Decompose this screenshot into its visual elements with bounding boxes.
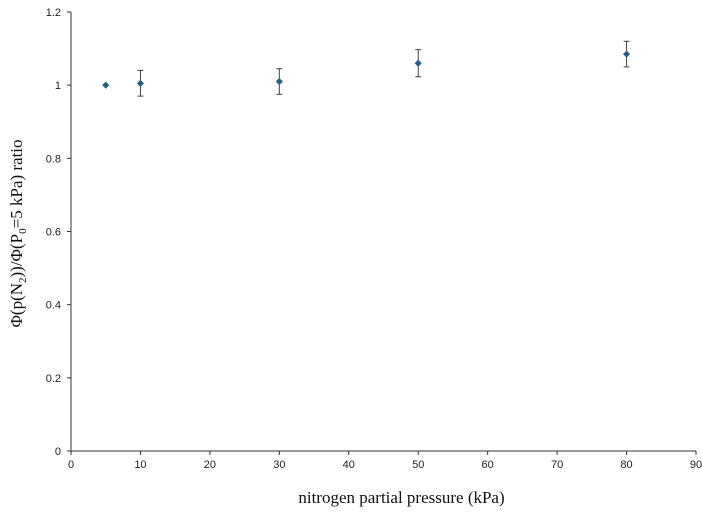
y-axis-title-part: =5 kPa) ratio <box>7 139 26 228</box>
y-tick-label: 1 <box>55 80 61 92</box>
y-axis-title: Φ(p(N2))/Φ(P0=5 kPa) ratio <box>7 139 29 327</box>
y-axis-title-subscript: 0 <box>17 228 29 234</box>
y-axis-title-part: Φ(p(N <box>7 283 26 328</box>
x-tick-label: 80 <box>620 459 632 471</box>
x-axis-title: nitrogen partial pressure (kPa) <box>298 488 504 507</box>
x-tick-label: 50 <box>412 459 424 471</box>
x-tick-label: 70 <box>551 459 563 471</box>
x-axis: 0 10 20 30 40 50 60 70 80 90 <box>68 450 702 471</box>
data-point-group <box>102 81 110 89</box>
y-tick-label: 0 <box>55 446 61 458</box>
data-point-group <box>275 68 283 95</box>
x-tick-label: 0 <box>68 459 74 471</box>
y-tick-label: 0.6 <box>46 227 61 239</box>
x-tick-label: 30 <box>273 459 285 471</box>
y-tick-label: 1.2 <box>46 7 61 19</box>
x-tick-label: 60 <box>482 459 494 471</box>
data-point-marker <box>102 81 110 89</box>
y-axis-title-part: ))/Φ(P <box>7 234 26 278</box>
data-point-marker <box>622 50 631 58</box>
data-point-group <box>136 70 145 97</box>
data-series <box>102 40 631 97</box>
data-point-marker <box>414 59 422 67</box>
y-tick-label: 0.2 <box>46 373 61 385</box>
x-tick-label: 10 <box>134 459 146 471</box>
data-point-group <box>414 49 422 78</box>
y-axis: 0 0.2 0.4 0.6 0.8 1 1.2 <box>46 7 72 458</box>
data-point-marker <box>136 79 145 87</box>
y-tick-label: 0.4 <box>46 300 61 312</box>
x-tick-label: 40 <box>343 459 355 471</box>
x-tick-label: 90 <box>690 459 702 471</box>
data-point-marker <box>275 77 283 86</box>
y-axis-title-subscript: 2 <box>17 277 29 283</box>
y-tick-label: 0.8 <box>46 153 61 165</box>
x-tick-label: 20 <box>204 459 216 471</box>
data-point-group <box>622 40 631 68</box>
